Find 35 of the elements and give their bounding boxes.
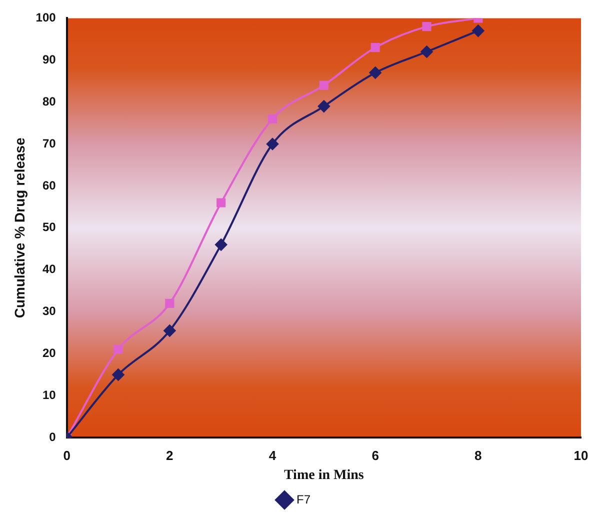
y-tick-label: 60	[42, 178, 56, 192]
point	[420, 46, 433, 58]
point	[318, 100, 330, 112]
y-tick-label: 40	[42, 262, 56, 276]
point	[215, 238, 228, 251]
x-tick-label: 8	[474, 448, 482, 463]
y-tick-label: 30	[42, 304, 56, 318]
y-tick-label: 0	[49, 430, 56, 444]
x-tick-label: 0	[63, 448, 70, 463]
x-tick-label: 4	[268, 448, 277, 463]
x-tick-label: 2	[166, 448, 174, 463]
y-axis-title: Cumulative % Drug release	[11, 137, 28, 318]
point	[114, 344, 123, 354]
legend-label: F7	[296, 492, 311, 506]
point	[216, 198, 226, 208]
point	[165, 298, 174, 308]
point	[369, 66, 382, 79]
point	[319, 80, 328, 90]
y-tick-label: 20	[42, 346, 56, 360]
x-tick-label: 6	[372, 448, 379, 463]
y-tick-label: 80	[42, 94, 56, 108]
point	[268, 114, 278, 124]
point	[112, 368, 124, 381]
y-tick-label: 100	[36, 10, 56, 25]
y-tick-label: 70	[42, 136, 56, 150]
point	[266, 138, 278, 150]
point	[422, 22, 432, 32]
point	[472, 24, 484, 37]
y-tick-label: 50	[42, 220, 56, 234]
y-tick-label: 90	[42, 52, 56, 66]
point	[164, 324, 176, 337]
x-axis-title: Time in Mins	[284, 468, 364, 484]
point	[370, 43, 380, 52]
y-tick-label: 10	[42, 388, 56, 402]
x-tick-label: 10	[574, 448, 588, 463]
